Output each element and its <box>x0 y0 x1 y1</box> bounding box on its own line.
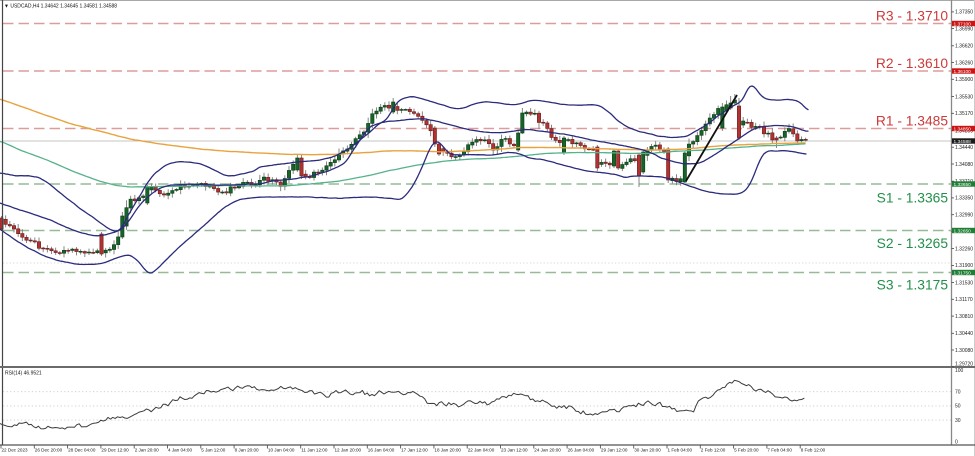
svg-text:1.31530: 1.31530 <box>955 280 973 286</box>
svg-text:0: 0 <box>955 440 958 446</box>
svg-text:1.29720: 1.29720 <box>955 361 973 367</box>
svg-text:22 Dec 2023: 22 Dec 2023 <box>2 448 28 453</box>
svg-text:1.32650: 1.32650 <box>954 228 972 234</box>
svg-text:100: 100 <box>955 368 964 374</box>
svg-text:R3 - 1.3710: R3 - 1.3710 <box>876 9 948 24</box>
svg-text:1.36260: 1.36260 <box>955 60 973 66</box>
svg-text:1.30440: 1.30440 <box>955 331 973 337</box>
svg-text:50: 50 <box>955 404 961 410</box>
svg-text:1.31900: 1.31900 <box>955 263 973 269</box>
svg-text:1.36620: 1.36620 <box>955 44 973 50</box>
svg-text:18 Jan 20:00: 18 Jan 20:00 <box>434 448 461 453</box>
svg-text:10 Jan 04:00: 10 Jan 04:00 <box>268 448 295 453</box>
svg-text:1.30810: 1.30810 <box>955 314 973 320</box>
svg-text:1.34800: 1.34800 <box>955 128 973 134</box>
svg-text:1.34850: 1.34850 <box>954 126 972 132</box>
svg-text:24 Jan 20:00: 24 Jan 20:00 <box>534 448 561 453</box>
svg-text:1.33650: 1.33650 <box>954 182 972 188</box>
svg-text:29 Jan 12:00: 29 Jan 12:00 <box>601 448 628 453</box>
svg-text:1.34080: 1.34080 <box>955 162 973 168</box>
svg-text:2 Jan 20:00: 2 Jan 20:00 <box>135 448 159 453</box>
svg-text:7 Feb 04:00: 7 Feb 04:00 <box>767 448 792 453</box>
svg-text:RSI(14) 46.9521: RSI(14) 46.9521 <box>5 371 42 377</box>
svg-text:12 Jan 20:00: 12 Jan 20:00 <box>335 448 362 453</box>
svg-text:1.37100: 1.37100 <box>954 21 972 27</box>
svg-text:26 Dec 20:00: 26 Dec 20:00 <box>35 448 63 453</box>
svg-text:1.31750: 1.31750 <box>954 270 972 276</box>
svg-text:28 Dec 04:00: 28 Dec 04:00 <box>68 448 96 453</box>
svg-text:8 Feb 12:00: 8 Feb 12:00 <box>801 448 826 453</box>
svg-text:R2 - 1.3610: R2 - 1.3610 <box>876 56 948 71</box>
svg-text:4 Jan 04:00: 4 Jan 04:00 <box>168 448 192 453</box>
svg-text:1.32260: 1.32260 <box>955 246 973 252</box>
svg-text:70: 70 <box>955 390 961 396</box>
svg-text:1.35900: 1.35900 <box>955 77 973 83</box>
svg-text:23 Jan 12:00: 23 Jan 12:00 <box>501 448 528 453</box>
svg-text:30 Jan 20:00: 30 Jan 20:00 <box>634 448 661 453</box>
svg-text:26 Jan 04:00: 26 Jan 04:00 <box>568 448 595 453</box>
svg-text:1.31170: 1.31170 <box>955 297 973 303</box>
svg-text:16 Jan 04:00: 16 Jan 04:00 <box>368 448 395 453</box>
svg-text:1.34440: 1.34440 <box>955 145 973 151</box>
svg-text:2 Feb 12:00: 2 Feb 12:00 <box>701 448 726 453</box>
svg-text:1.35170: 1.35170 <box>955 111 973 117</box>
svg-text:5 Feb 20:00: 5 Feb 20:00 <box>734 448 759 453</box>
svg-text:R1 - 1.3485: R1 - 1.3485 <box>876 114 948 129</box>
svg-text:S2 - 1.3265: S2 - 1.3265 <box>877 236 949 251</box>
svg-text:1.35530: 1.35530 <box>955 94 973 100</box>
svg-text:1.36100: 1.36100 <box>954 69 972 75</box>
svg-text:1.30080: 1.30080 <box>955 348 973 354</box>
svg-text:1 Feb 04:00: 1 Feb 04:00 <box>668 448 693 453</box>
svg-text:5 Jan 12:00: 5 Jan 12:00 <box>201 448 225 453</box>
svg-text:1.33350: 1.33350 <box>955 196 973 202</box>
svg-text:11 Jan 12:00: 11 Jan 12:00 <box>301 448 328 453</box>
svg-text:1.34588: 1.34588 <box>954 139 972 145</box>
svg-text:▼ USDCAD,H4 1.34642 1.34645 1: ▼ USDCAD,H4 1.34642 1.34645 1.34581 1.34… <box>4 4 117 10</box>
svg-text:30: 30 <box>955 418 961 424</box>
svg-text:17 Jan 12:00: 17 Jan 12:00 <box>401 448 428 453</box>
svg-text:29 Dec 12:00: 29 Dec 12:00 <box>101 448 129 453</box>
svg-text:1.32990: 1.32990 <box>955 213 973 219</box>
svg-text:22 Jan 04:00: 22 Jan 04:00 <box>468 448 495 453</box>
svg-text:1.37350: 1.37350 <box>955 10 973 16</box>
svg-text:8 Jan 20:00: 8 Jan 20:00 <box>235 448 259 453</box>
svg-text:S3 - 1.3175: S3 - 1.3175 <box>877 278 949 293</box>
svg-text:S1 - 1.3365: S1 - 1.3365 <box>877 191 949 206</box>
svg-text:1.36990: 1.36990 <box>955 26 973 32</box>
